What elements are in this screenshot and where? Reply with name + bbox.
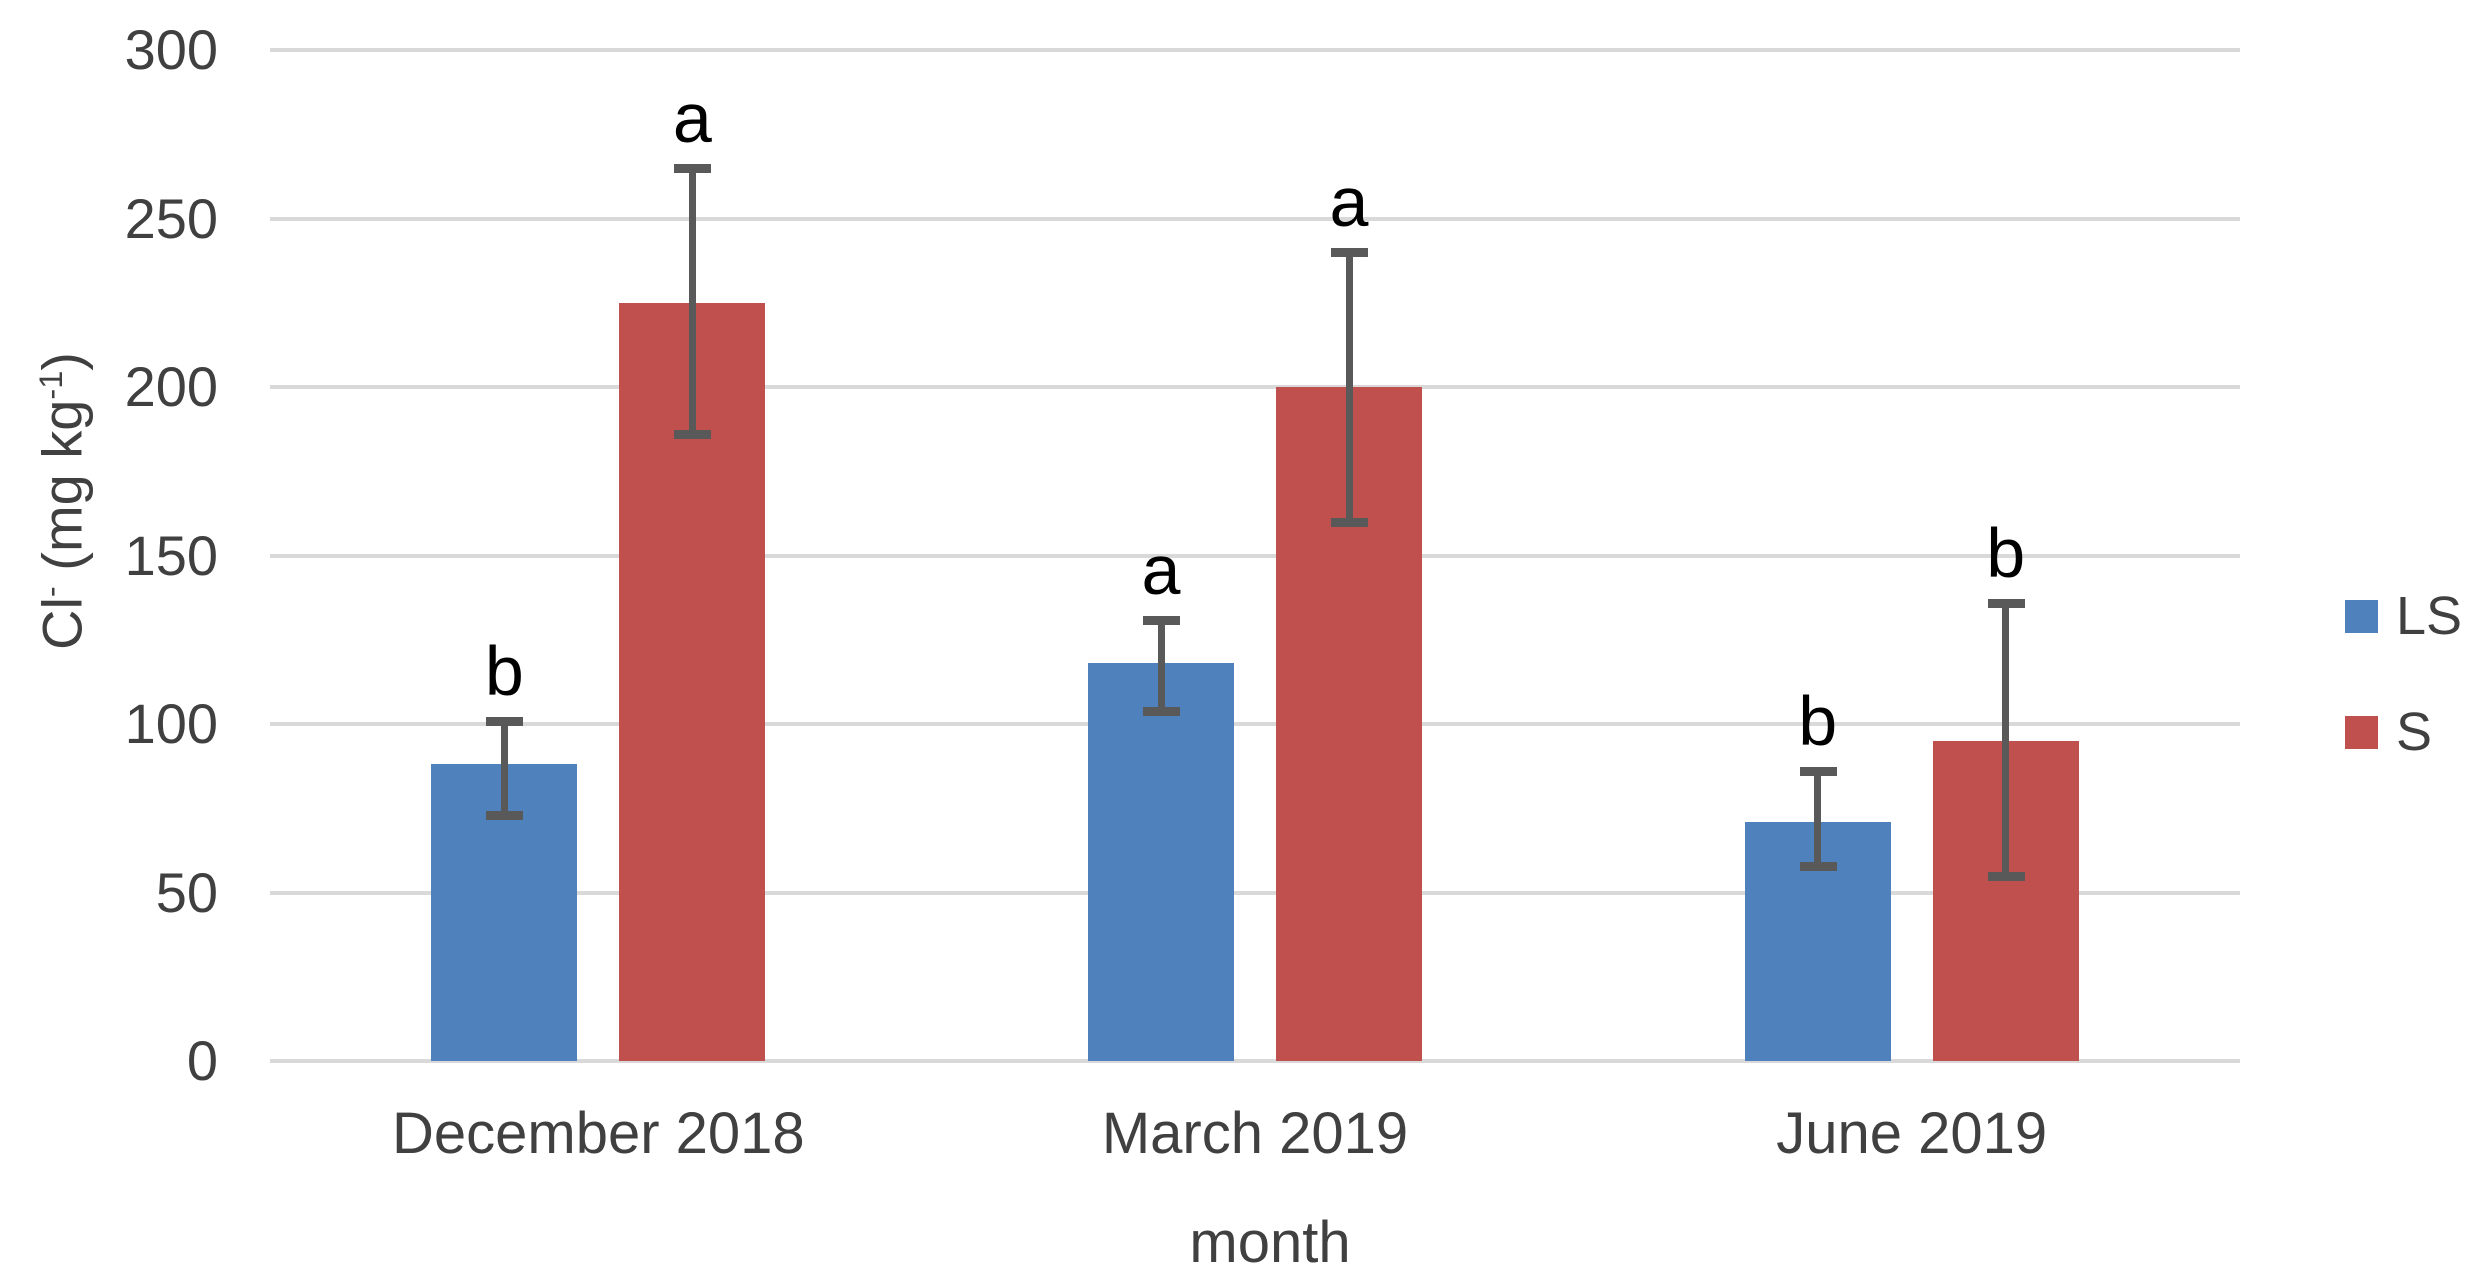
x-tick-label: June 2019 (1776, 1101, 2048, 1166)
error-bar-cap-bottom (1799, 861, 1837, 871)
significance-letter: a (672, 78, 712, 157)
gridline-200 (270, 385, 2240, 389)
y-tick-label: 150 (124, 523, 218, 587)
error-bar-cap-top (1331, 248, 1368, 258)
significance-letter: a (1141, 530, 1181, 609)
significance-letter: b (1798, 682, 1838, 761)
legend-label-s: S (2396, 702, 2433, 762)
error-bar-cap-top (674, 163, 712, 173)
error-bar-cap-bottom (674, 430, 712, 440)
gridline-100 (270, 722, 2240, 726)
error-bar-line (1814, 771, 1822, 866)
gridline-250 (270, 216, 2240, 221)
x-tick-label: December 2018 (391, 1101, 805, 1166)
y-tick-label: 50 (155, 860, 218, 924)
error-bar-line (2002, 602, 2010, 876)
error-bar-cap-top (1987, 598, 2025, 608)
gridline-150 (270, 553, 2240, 558)
legend-label-ls: LS (2396, 586, 2463, 646)
error-bar-cap-top (1143, 615, 1180, 625)
legend-swatch-ls (2345, 599, 2378, 633)
y-tick-label: 200 (124, 355, 218, 418)
y-tick-label: 250 (124, 186, 218, 250)
x-tick-label: March 2019 (1101, 1101, 1409, 1166)
x-axis-title: month (1189, 1210, 1351, 1275)
legend-item-ls: LS (2345, 586, 2463, 646)
significance-letter: b (484, 631, 524, 710)
y-tick-label: 100 (124, 692, 218, 755)
error-bar-cap-bottom (486, 810, 524, 820)
gridline-300 (270, 48, 2240, 52)
error-bar-cap-top (486, 716, 524, 726)
legend-swatch-s (2345, 715, 2378, 749)
error-bar-line (1345, 252, 1353, 522)
bar-ls-1 (1088, 663, 1234, 1061)
error-bar-line (688, 167, 696, 435)
legend-item-s: S (2345, 702, 2462, 762)
error-bar-line (500, 720, 508, 815)
legend: LS S (2345, 586, 2463, 762)
significance-letter: a (1329, 163, 1369, 242)
gridline-50 (270, 890, 2240, 895)
error-bar-cap-top (1799, 767, 1837, 777)
error-bar-cap-bottom (1987, 871, 2025, 881)
significance-letter: b (1986, 513, 2026, 592)
y-tick-label: 300 (124, 18, 218, 81)
gridline-0 (270, 1059, 2240, 1063)
error-bar-line (1157, 619, 1165, 711)
error-bar-cap-bottom (1143, 706, 1180, 716)
y-tick-label: 0 (186, 1029, 218, 1092)
error-bar-cap-bottom (1331, 517, 1368, 527)
